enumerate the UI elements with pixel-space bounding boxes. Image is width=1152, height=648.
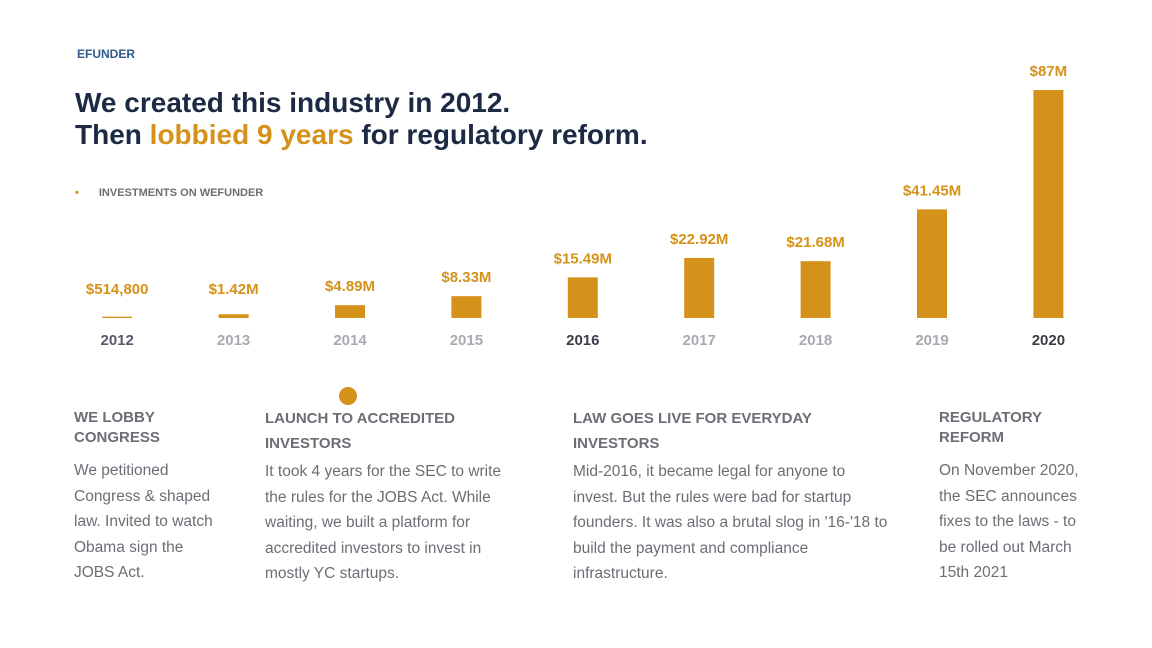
value-label: $21.68M xyxy=(786,234,844,251)
section: LAUNCH TO ACCREDITED INVESTORS It took 4 … xyxy=(265,406,520,587)
value-label: $41.45M xyxy=(903,182,961,199)
bar xyxy=(917,209,947,318)
bar xyxy=(218,314,249,318)
chart-title: • INVESTMENTS ON WEFUNDER xyxy=(75,187,263,199)
x-tick-label: 2014 xyxy=(333,332,367,349)
section: WE LOBBY CONGRESS We petitioned Congress … xyxy=(74,408,214,586)
section-heading: REGULATORY REFORM xyxy=(939,409,1042,446)
x-tick-label: 2016 xyxy=(566,332,599,349)
bar xyxy=(102,316,133,318)
bar xyxy=(335,305,365,318)
bullet: • xyxy=(75,187,79,199)
section: REGULATORY REFORM On November 2020, the S… xyxy=(939,408,1084,586)
section: LAW GOES LIVE FOR EVERYDAY INVESTORS Mid-… xyxy=(573,406,888,587)
timeline-dot xyxy=(339,387,357,405)
value-label: $22.92M xyxy=(670,231,728,248)
x-tick-label: 2020 xyxy=(1032,332,1065,349)
highlight: lobbied 9 years xyxy=(149,119,354,150)
x-tick-label: 2018 xyxy=(799,332,832,349)
x-tick-label: 2012 xyxy=(101,332,134,349)
section-heading: WE LOBBY CONGRESS xyxy=(74,409,160,446)
text: for regulatory reform. xyxy=(353,119,648,150)
value-label: $4.89M xyxy=(325,278,375,295)
value-label: $514,800 xyxy=(86,281,149,298)
x-tick-label: 2015 xyxy=(450,332,483,349)
bar xyxy=(451,296,482,318)
section-heading: LAUNCH TO ACCREDITED INVESTORS xyxy=(265,410,455,452)
brand: EFUNDER xyxy=(77,47,136,61)
x-tick-label: 2017 xyxy=(683,332,716,349)
section-body: Mid-2016, it became legal for anyone to … xyxy=(573,463,888,582)
headline: We created this industry in 2012. Then l… xyxy=(75,87,648,151)
bar xyxy=(567,277,598,318)
value-label: $15.49M xyxy=(554,250,612,267)
value-label: $1.42M xyxy=(209,281,259,298)
text: Then xyxy=(75,119,150,150)
section-body: It took 4 years for the SEC to write the… xyxy=(265,463,502,582)
headline-line: Then lobbied 9 years for regulatory refo… xyxy=(75,119,648,151)
section-body: We petitioned Congress & shaped law. Inv… xyxy=(74,462,213,581)
bar xyxy=(1033,90,1064,318)
x-tick-label: 2019 xyxy=(915,332,948,349)
value-label: $87M xyxy=(1030,63,1068,80)
value-label: $8.33M xyxy=(441,269,491,286)
section-heading: LAW GOES LIVE FOR EVERYDAY INVESTORS xyxy=(573,410,812,452)
headline-line: We created this industry in 2012. xyxy=(75,87,511,118)
bar xyxy=(800,261,831,318)
x-tick-label: 2013 xyxy=(217,332,250,349)
bar xyxy=(684,257,715,318)
chart-title-text: INVESTMENTS ON WEFUNDER xyxy=(98,187,264,199)
section-body: On November 2020, the SEC announces fixe… xyxy=(939,462,1079,581)
